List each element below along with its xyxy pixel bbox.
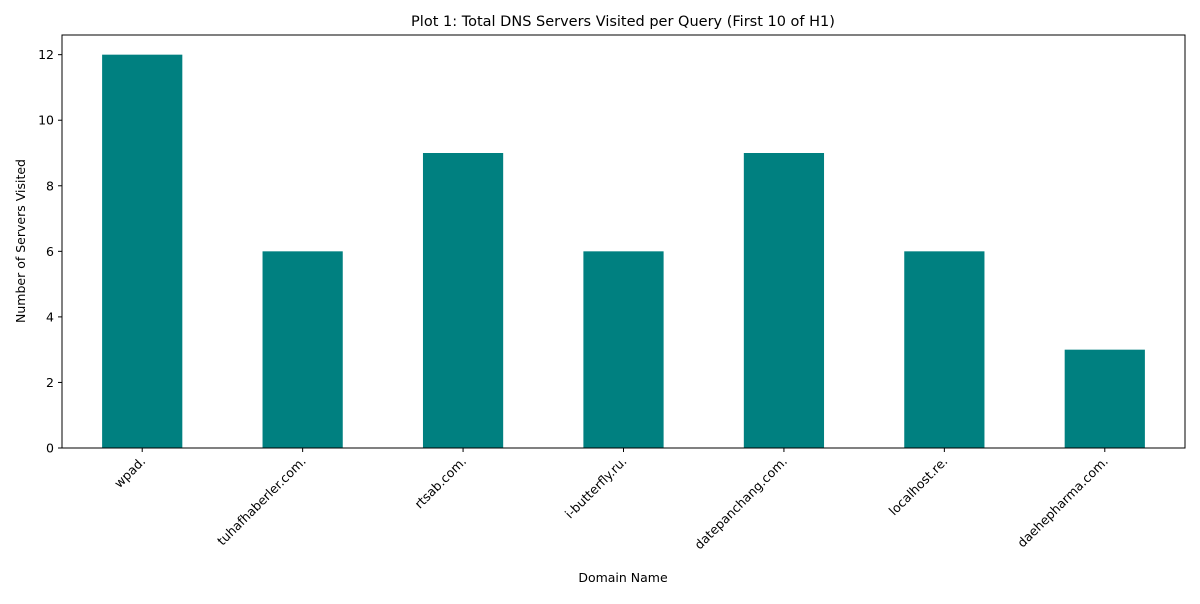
y-tick-label-4: 8 xyxy=(46,178,54,193)
y-axis-ticks: 0 2 4 6 8 10 12 xyxy=(38,47,62,456)
x-tick-label-5: localhost.re. xyxy=(886,454,951,519)
x-tick-label-0: wpad. xyxy=(111,454,148,491)
bar-5 xyxy=(904,251,985,448)
y-tick-label-0: 0 xyxy=(46,441,54,456)
y-tick-label-3: 6 xyxy=(46,244,54,259)
bar-6 xyxy=(1064,349,1145,448)
y-tick-label-6: 12 xyxy=(38,47,54,62)
x-tick-label-3: i-butterfly.ru. xyxy=(562,454,630,522)
x-tick-label-1: tuhafhaberler.com. xyxy=(214,454,309,549)
plot-frame xyxy=(61,34,1186,449)
x-tick-label-6: daehepharma.com. xyxy=(1014,454,1111,551)
bar-1 xyxy=(262,251,343,448)
x-axis-label: Domain Name xyxy=(578,570,668,585)
bar-3 xyxy=(583,251,664,448)
x-axis-ticks: wpad. tuhafhaberler.com. rtsab.com. i-butte… xyxy=(111,448,1111,552)
x-tick-label-2: rtsab.com. xyxy=(411,454,469,512)
y-tick-label-5: 10 xyxy=(38,113,54,128)
y-tick-label-1: 2 xyxy=(46,375,54,390)
y-tick-label-2: 4 xyxy=(46,309,54,324)
bar-0 xyxy=(102,54,183,449)
bars-layer xyxy=(102,54,1145,449)
y-axis-label: Number of Servers Visited xyxy=(13,159,28,323)
chart-title: Plot 1: Total DNS Servers Visited per Qu… xyxy=(411,14,835,30)
bar-2 xyxy=(422,153,504,448)
x-tick-label-4: datepanchang.com. xyxy=(691,454,790,553)
bar-4 xyxy=(743,153,825,448)
